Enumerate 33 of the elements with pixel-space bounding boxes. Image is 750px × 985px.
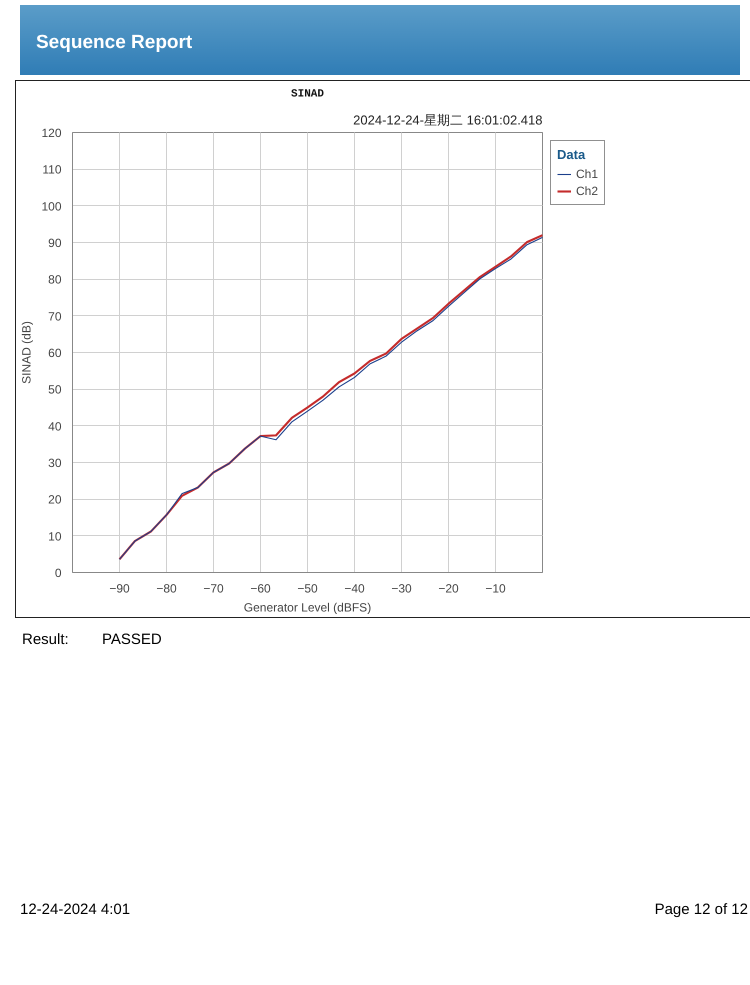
legend-label: Ch2: [576, 184, 598, 198]
x-tick-label: −20: [438, 582, 460, 596]
y-tick-label: 50: [48, 382, 62, 397]
y-tick-label: 120: [41, 126, 62, 140]
x-axis-title: Generator Level (dBFS): [244, 600, 372, 614]
y-tick-label: 30: [48, 456, 62, 470]
x-tick-label: −80: [156, 582, 178, 596]
text: Sequence Report: [36, 31, 192, 55]
y-tick-label: 0: [54, 566, 62, 580]
y-tick-label: 110: [42, 162, 62, 177]
chart-title: SINAD: [290, 88, 324, 100]
y-tick-label: 70: [48, 309, 62, 324]
y-tick-label: 40: [48, 419, 62, 434]
y-tick-label: 60: [48, 346, 62, 360]
x-tick-label: −90: [109, 582, 130, 596]
legend-label: Ch1: [576, 167, 598, 181]
x-tick-label: −40: [344, 582, 366, 596]
text: Result: PASSED: [22, 631, 162, 648]
x-tick-label: −50: [297, 582, 318, 596]
y-tick-label: 80: [48, 272, 62, 287]
y-tick-label: 20: [48, 492, 62, 507]
y-axis-title: SINAD (dB): [19, 321, 34, 384]
x-tick-label: −30: [391, 582, 412, 596]
chart-subtitle: 2024-12-24-星期二 16:01:02.418: [353, 112, 543, 128]
y-tick-label: 10: [48, 529, 62, 544]
y-tick-label: 90: [48, 236, 62, 250]
text: 12-24-2024 4:01: [20, 900, 130, 920]
x-tick-label: −60: [250, 582, 272, 596]
x-tick-label: −70: [203, 582, 224, 596]
legend-title: Data: [557, 147, 586, 162]
text: Page 12 of 12: [654, 900, 748, 920]
x-tick-label: −10: [485, 582, 506, 596]
y-tick-label: 100: [41, 199, 62, 214]
